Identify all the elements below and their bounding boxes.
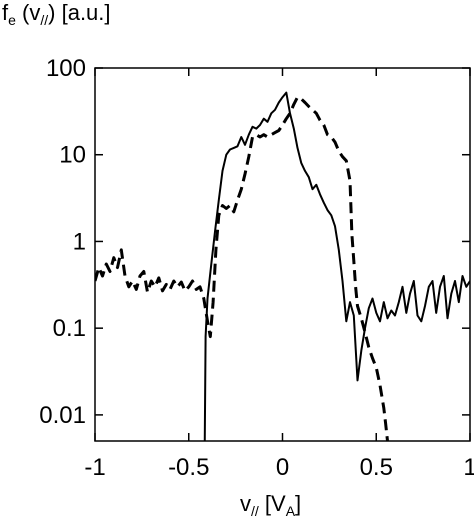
y-tick-label: 100 <box>46 55 86 82</box>
x-axis-title-subscript: // <box>251 503 259 519</box>
x-axis-title-unit-subscript: A <box>286 503 296 519</box>
x-axis-title-unit: [V <box>259 491 286 516</box>
x-axis-title: v// [VA] <box>240 491 301 519</box>
y-axis-title-arg-subscript: // <box>40 12 48 28</box>
x-tick-label: -0.5 <box>168 454 209 481</box>
tick-labels: -1 -0.5 0 0.5 1 0.01 0.1 1 10 100 <box>39 55 474 481</box>
dashed-series-line <box>95 95 389 441</box>
plot-frame <box>94 67 471 442</box>
solid-series-line <box>203 91 470 441</box>
axis-ticks <box>94 67 471 441</box>
y-axis-title-subscript: e <box>8 12 16 28</box>
y-tick-label: 0.1 <box>53 315 86 342</box>
data-series <box>95 91 470 441</box>
x-tick-label: 0.5 <box>360 454 393 481</box>
x-axis-title-close: ] <box>295 491 301 516</box>
x-tick-label: -1 <box>84 454 105 481</box>
y-tick-label: 1 <box>73 228 86 255</box>
y-axis-title-symbol: f <box>2 0 9 25</box>
y-tick-label: 10 <box>59 142 86 169</box>
y-tick-label: 0.01 <box>39 402 86 429</box>
y-axis-title-arg: (v <box>16 0 40 25</box>
x-axis-title-symbol: v <box>240 491 251 516</box>
x-tick-label: 1 <box>463 454 474 481</box>
y-axis-title-unit: ) [a.u.] <box>48 0 110 25</box>
x-tick-label: 0 <box>276 454 289 481</box>
y-axis-title: fe (v//) [a.u.] <box>2 0 111 28</box>
